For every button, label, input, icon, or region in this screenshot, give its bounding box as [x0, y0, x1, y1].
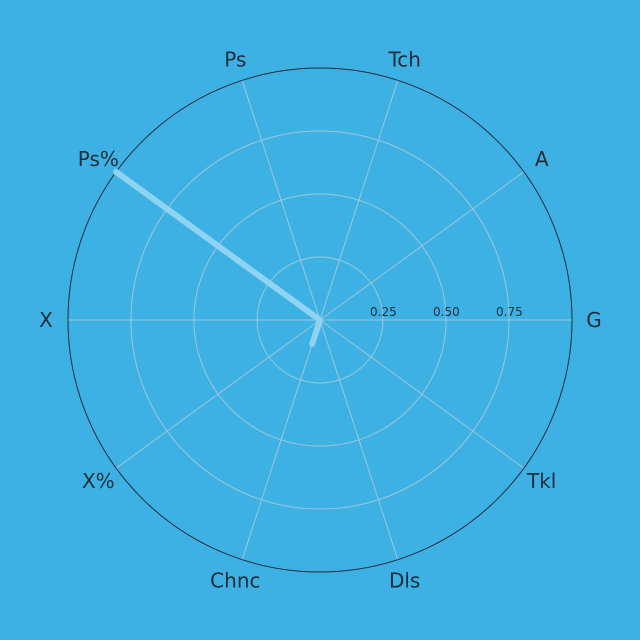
- spoke-tkl: [319, 319, 525, 469]
- spoke-ps: [241, 80, 321, 321]
- axis-label-tch: Tch: [387, 47, 421, 71]
- axis-label-g: G: [586, 308, 602, 332]
- axis-label-tkl: Tkl: [526, 469, 556, 493]
- axis-label-dls: Dls: [389, 569, 420, 593]
- spoke-a: [319, 171, 525, 321]
- axis-label-x: X: [39, 308, 53, 332]
- axis-label-a: A: [535, 147, 549, 171]
- spoke-chnc: [241, 319, 321, 560]
- spoke-tch: [319, 80, 399, 321]
- spoke-dls: [319, 319, 399, 560]
- outer-ring: [67, 67, 573, 573]
- axis-label-ps: Ps: [224, 47, 246, 71]
- axis-label-ps-pct: Ps%: [78, 147, 119, 171]
- series-line-player: [113, 168, 323, 347]
- axis-label-chnc: Chnc: [210, 569, 260, 593]
- r-tick-label-1: 0.25: [370, 305, 397, 319]
- axis-label-x-pct: X%: [82, 469, 115, 493]
- spoke-x-pct: [115, 319, 321, 469]
- r-tick-label-3: 0.75: [496, 305, 523, 319]
- r-tick-label-2: 0.50: [433, 305, 460, 319]
